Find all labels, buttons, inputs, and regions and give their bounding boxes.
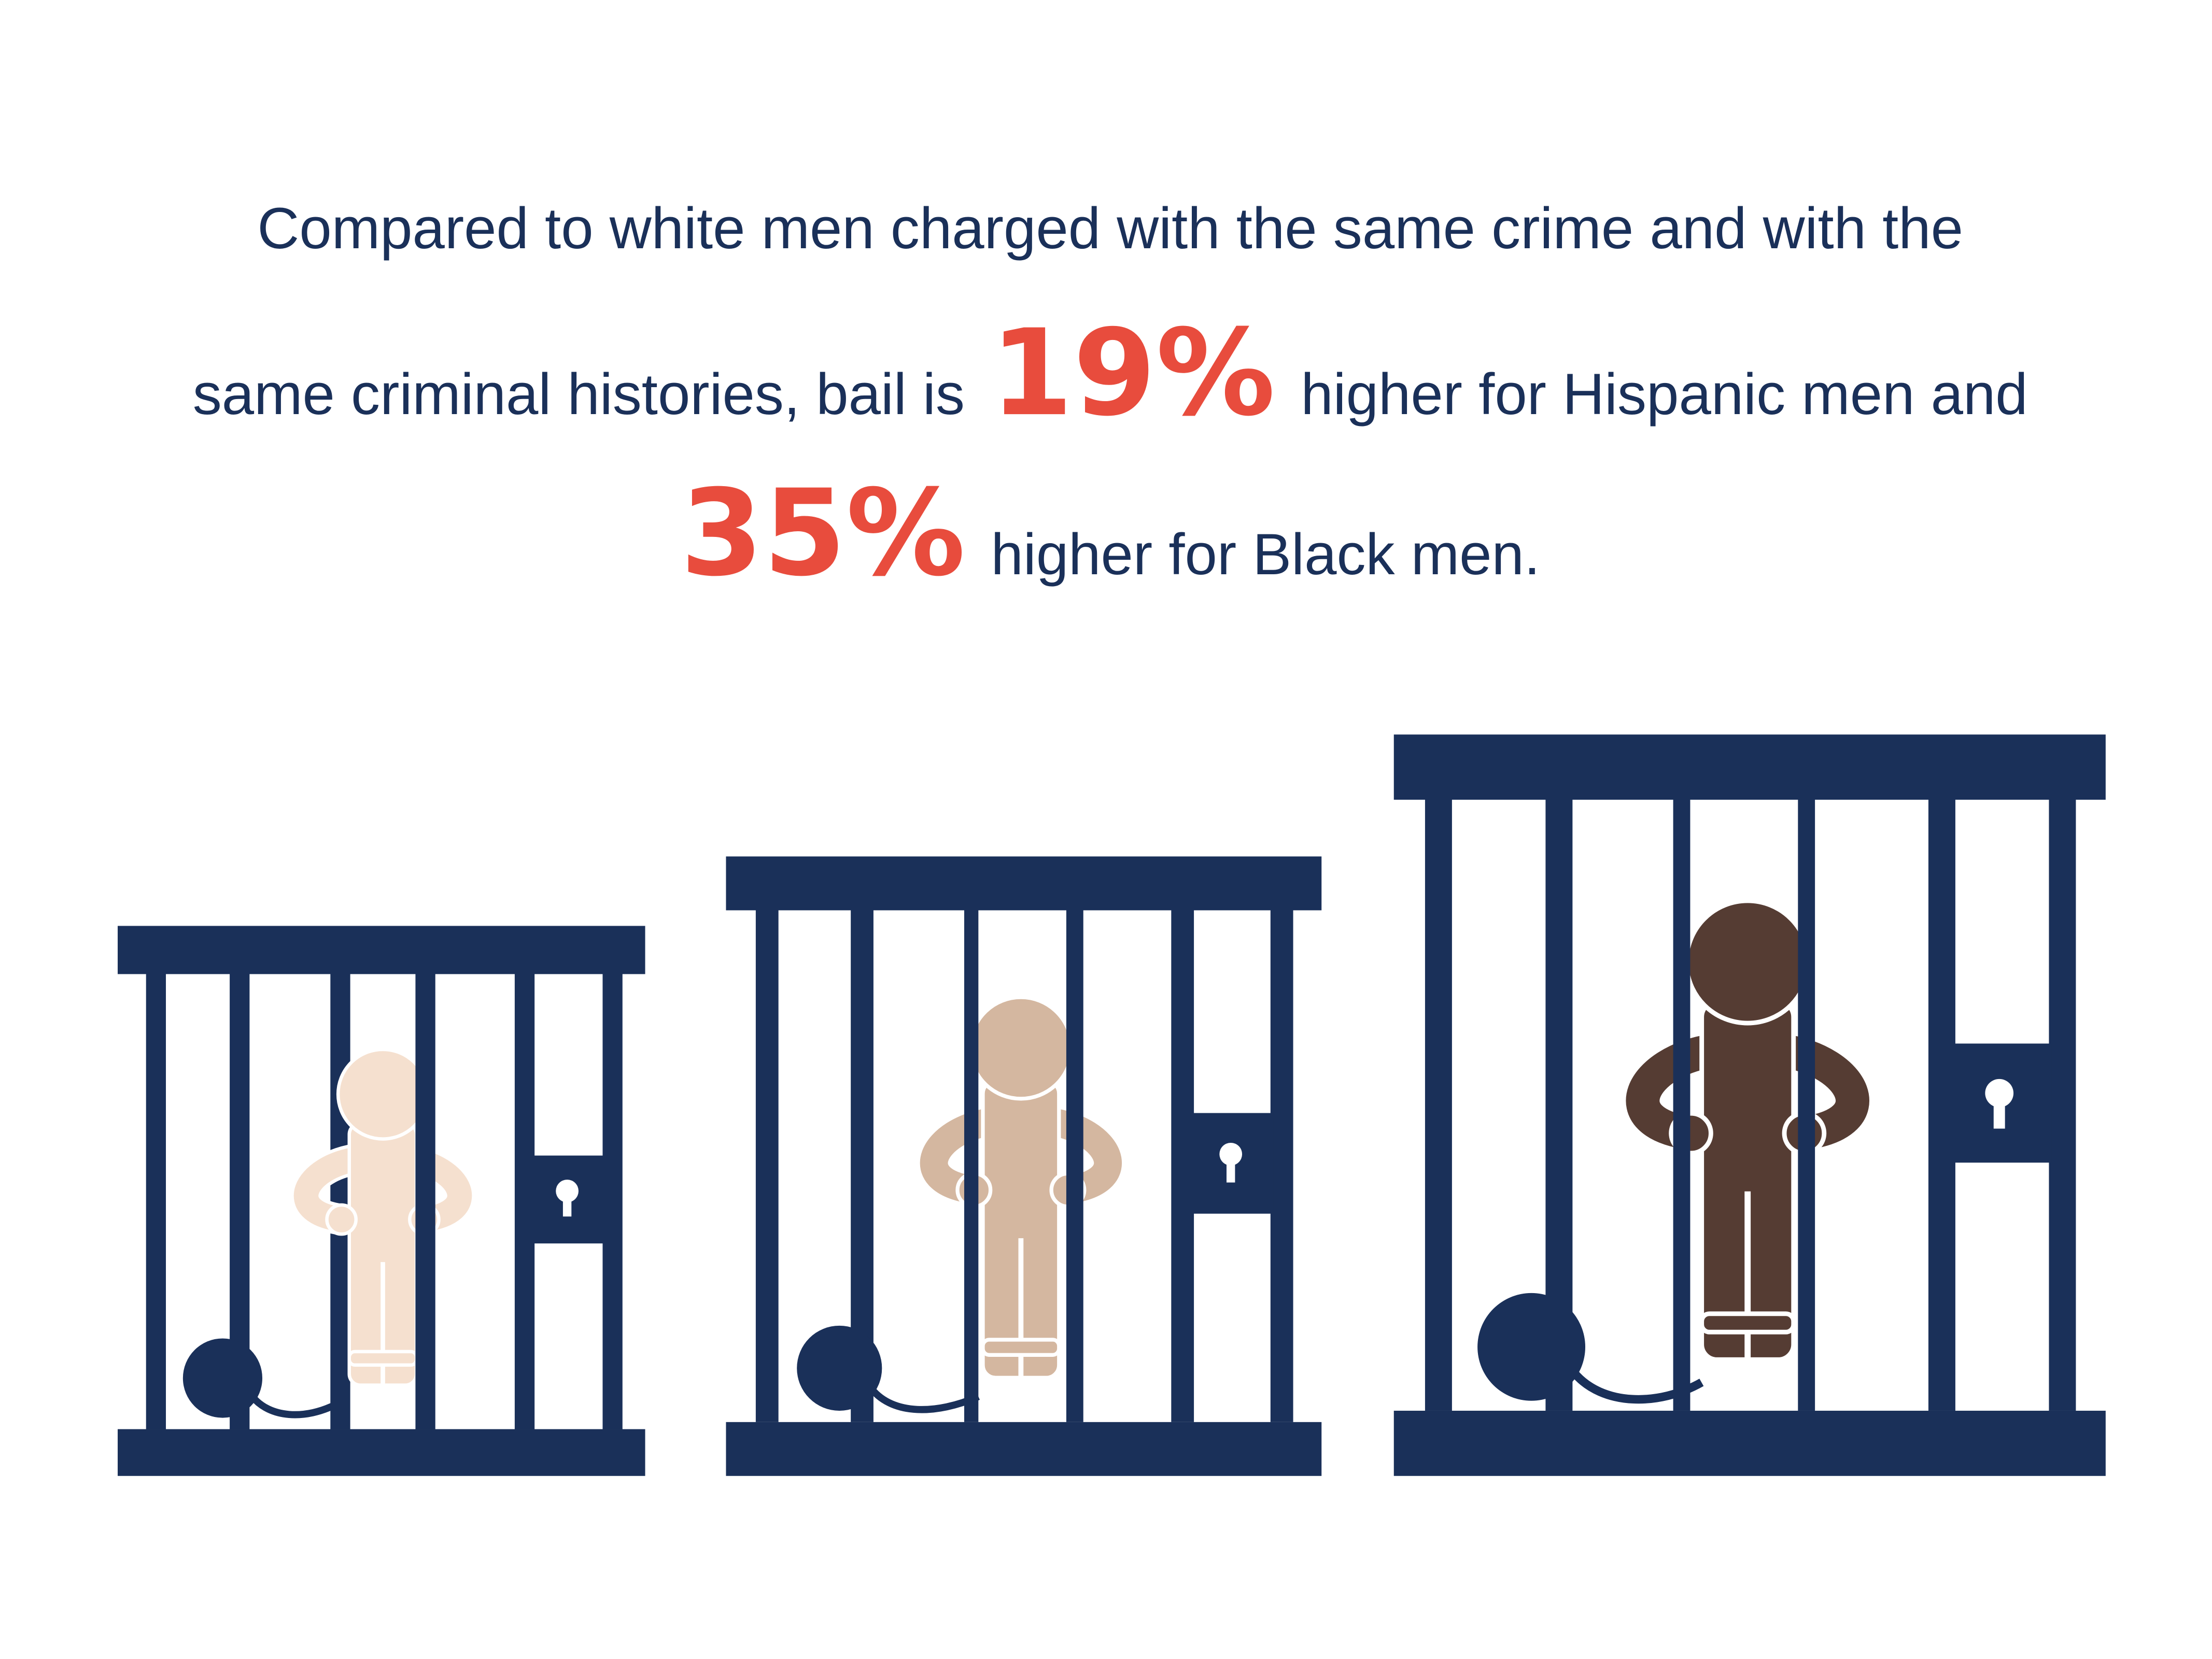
headline-line: 35% higher for Black men. (680, 464, 1540, 603)
cage (118, 926, 645, 1476)
cage (1393, 734, 2106, 1476)
headline-line: same criminal histories, bail is 19% hig… (193, 304, 2028, 443)
headline-text: higher for Black men. (991, 521, 1540, 587)
headline-line: Compared to white men charged with the s… (257, 195, 1963, 261)
highlight-figure: 19% (990, 304, 1275, 443)
cage (726, 856, 1322, 1476)
headline-text: same criminal histories, bail is (193, 361, 965, 427)
headline-text: higher for Hispanic men and (1301, 361, 2027, 427)
highlight-figure: 35% (680, 464, 965, 603)
